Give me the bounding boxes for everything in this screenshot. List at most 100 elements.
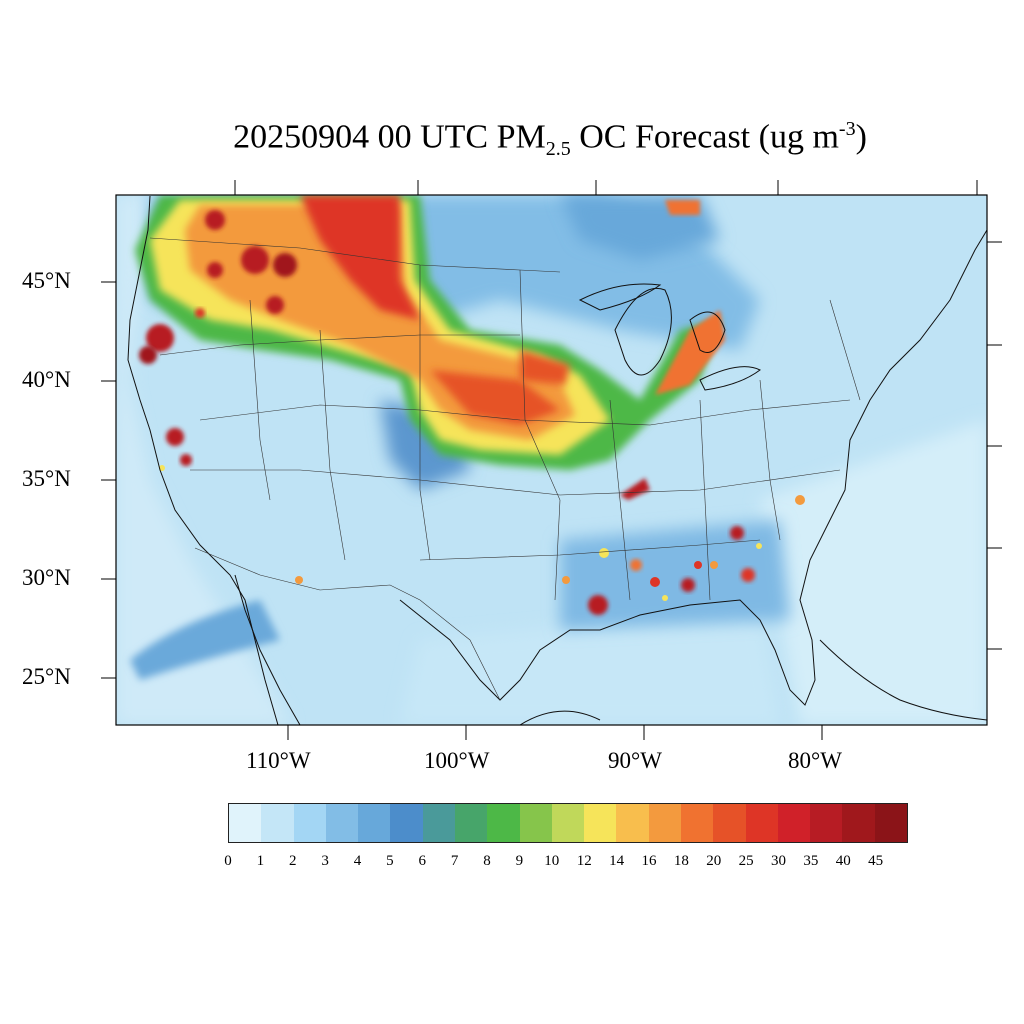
title-superscript: -3 bbox=[838, 118, 856, 140]
lake-huron bbox=[689, 311, 726, 353]
fire-hotspot bbox=[650, 577, 660, 587]
fire-hotspot bbox=[756, 543, 762, 549]
state-border bbox=[319, 329, 346, 561]
colorbar-tick-label: 1 bbox=[256, 853, 265, 869]
fire-hotspot bbox=[295, 576, 303, 584]
colorbar-swatch bbox=[519, 804, 552, 842]
colorbar-swatch bbox=[874, 804, 907, 842]
colorbar-swatch bbox=[777, 804, 811, 842]
state-border bbox=[699, 399, 711, 601]
fire-hotspot bbox=[562, 576, 570, 584]
fire-hotspot bbox=[599, 548, 609, 558]
colorbar-tick-label: 18 bbox=[673, 853, 689, 869]
california-fire-hotspots bbox=[159, 428, 303, 584]
lat-label-45n: 45°N bbox=[22, 268, 71, 293]
fire-hotspot bbox=[694, 561, 702, 569]
colorbar-swatch bbox=[745, 804, 778, 842]
caribbean-islands bbox=[819, 639, 987, 721]
state-border bbox=[829, 299, 861, 401]
lon-label-100w: 100°W bbox=[424, 748, 490, 773]
baja-coastline bbox=[234, 574, 301, 725]
colorbar-swatch bbox=[680, 804, 714, 842]
lake-erie bbox=[699, 366, 761, 391]
colorbar-tick-label: 2 bbox=[289, 853, 297, 869]
colorbar-tick-label: 40 bbox=[835, 853, 851, 869]
fire-hotspot bbox=[662, 595, 668, 601]
fire-hotspot bbox=[620, 478, 650, 500]
fire-hotspot bbox=[588, 595, 608, 615]
lon-label-80w: 80°W bbox=[788, 748, 842, 773]
fire-hotspot bbox=[166, 428, 184, 446]
fire-hotspot bbox=[795, 495, 805, 505]
colorbar-swatch bbox=[454, 804, 488, 842]
colorbar-labels: 0 1 2 3 4 5 6 7 8 9 10 12 14 16 18 20 25 30 35 40 45 bbox=[0, 853, 1024, 877]
colorbar-swatch bbox=[551, 804, 585, 842]
fire-hotspot bbox=[139, 346, 157, 364]
concentration-field bbox=[116, 195, 987, 725]
lake-superior bbox=[578, 283, 662, 311]
title-subscript: 2.5 bbox=[545, 138, 571, 161]
colorbar-tick-label: 12 bbox=[576, 853, 592, 869]
colorbar-tick-label: 16 bbox=[641, 853, 657, 869]
fire-hotspot bbox=[741, 568, 755, 582]
colorbar bbox=[228, 803, 908, 843]
colorbar-swatch bbox=[261, 804, 294, 842]
pacific-ocean-field bbox=[116, 195, 290, 725]
fire-hotspot bbox=[205, 210, 225, 230]
colorbar-swatch bbox=[293, 804, 326, 842]
colorbar-swatch bbox=[390, 804, 423, 842]
title-suffix: ) bbox=[855, 118, 867, 156]
michigan-plume bbox=[655, 310, 725, 395]
southeast-blue-patch bbox=[560, 520, 790, 630]
fire-hotspot bbox=[207, 262, 223, 278]
colorbar-tick-label: 45 bbox=[868, 853, 884, 869]
state-border bbox=[199, 399, 851, 426]
title-prefix: 20250904 00 UTC PM bbox=[233, 118, 546, 156]
fire-hotspot bbox=[241, 246, 269, 274]
atlantic-ocean-field bbox=[760, 420, 987, 725]
smoke-core-montana bbox=[300, 195, 420, 320]
coastlines bbox=[127, 195, 987, 725]
colorbar-tick-label: 30 bbox=[770, 853, 786, 869]
colorbar-tick-label: 5 bbox=[386, 853, 394, 869]
fire-hotspot bbox=[681, 578, 695, 592]
colorbar-swatch bbox=[713, 804, 746, 842]
colorbar-swatch bbox=[648, 804, 681, 842]
colorbar-swatch bbox=[229, 804, 262, 842]
fire-hotspot bbox=[266, 296, 284, 314]
fire-hotspot bbox=[710, 561, 718, 569]
state-border bbox=[519, 269, 561, 601]
colorbar-tick-label: 6 bbox=[418, 853, 427, 869]
lat-label-35n: 35°N bbox=[22, 466, 71, 491]
colorbar-tick-label: 20 bbox=[706, 853, 722, 869]
colorbar-tick-label: 8 bbox=[483, 853, 491, 869]
map-title: 20250904 00 UTC PM2.5 OC Forecast (ug m-… bbox=[0, 118, 1024, 161]
fire-hotspot bbox=[180, 454, 192, 466]
state-border bbox=[419, 265, 431, 561]
axis-ticks bbox=[101, 180, 1002, 740]
fire-hotspot bbox=[146, 324, 174, 352]
lat-label-40n: 40°N bbox=[22, 367, 71, 392]
colorbar-swatch bbox=[325, 804, 359, 842]
yucatan-coastline bbox=[519, 710, 601, 725]
lon-label-110w: 110°W bbox=[246, 748, 311, 773]
state-border bbox=[249, 299, 271, 501]
colorbar-tick-label: 25 bbox=[738, 853, 754, 869]
title-middle: OC Forecast (ug m bbox=[570, 118, 839, 156]
state-border bbox=[159, 334, 520, 356]
mexico-border bbox=[194, 547, 501, 701]
colorbar-swatch bbox=[810, 804, 843, 842]
pacific-plume bbox=[130, 600, 280, 680]
colorbar-tick-label: 10 bbox=[544, 853, 560, 869]
colorbar-tick-label: 35 bbox=[803, 853, 819, 869]
colorbar-tick-label: 3 bbox=[321, 853, 329, 869]
colorbar-tick-label: 7 bbox=[450, 853, 459, 869]
colorbar-swatch bbox=[584, 804, 617, 842]
colorbar-swatch bbox=[422, 804, 455, 842]
ontario-hotspot bbox=[665, 200, 700, 215]
fire-hotspot bbox=[159, 465, 165, 471]
state-border bbox=[419, 539, 761, 561]
northwest-fire-hotspots bbox=[139, 210, 297, 364]
smoke-core-nebraska bbox=[430, 370, 560, 425]
fire-hotspot bbox=[730, 526, 744, 540]
